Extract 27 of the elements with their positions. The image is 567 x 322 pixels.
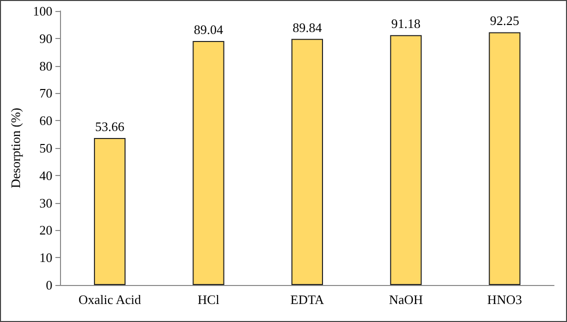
y-tick-label: 50 xyxy=(39,140,52,156)
bar xyxy=(192,41,224,285)
y-tick-label: 20 xyxy=(39,222,52,238)
y-tick-label: 40 xyxy=(39,168,52,183)
data-label: 89.84 xyxy=(292,20,322,35)
bar xyxy=(94,138,126,285)
bar xyxy=(390,35,422,285)
x-tick-label: EDTA xyxy=(290,292,325,307)
y-tick-label: 0 xyxy=(46,278,52,292)
x-tick-label: Oxalic Acid xyxy=(78,292,142,307)
x-tick-label: HNO3 xyxy=(487,292,522,307)
bar xyxy=(488,32,520,285)
x-tick-label: NaOH xyxy=(388,292,423,307)
y-tick-label: 80 xyxy=(39,58,52,74)
y-axis-title: Desorption (%) xyxy=(8,108,23,188)
y-tick-label: 100 xyxy=(32,4,52,18)
data-label: 89.04 xyxy=(194,22,224,38)
data-label: 91.18 xyxy=(391,16,421,32)
y-tick-label: 30 xyxy=(39,195,52,210)
bar xyxy=(291,38,323,285)
y-tick-label: 60 xyxy=(39,113,52,128)
y-tick-label: 90 xyxy=(39,30,52,46)
data-label: 92.25 xyxy=(490,13,520,28)
y-tick-label: 70 xyxy=(39,86,52,101)
y-tick-label: 10 xyxy=(39,250,52,266)
data-label: 53.66 xyxy=(95,118,125,134)
x-tick-label: HCl xyxy=(198,292,220,307)
